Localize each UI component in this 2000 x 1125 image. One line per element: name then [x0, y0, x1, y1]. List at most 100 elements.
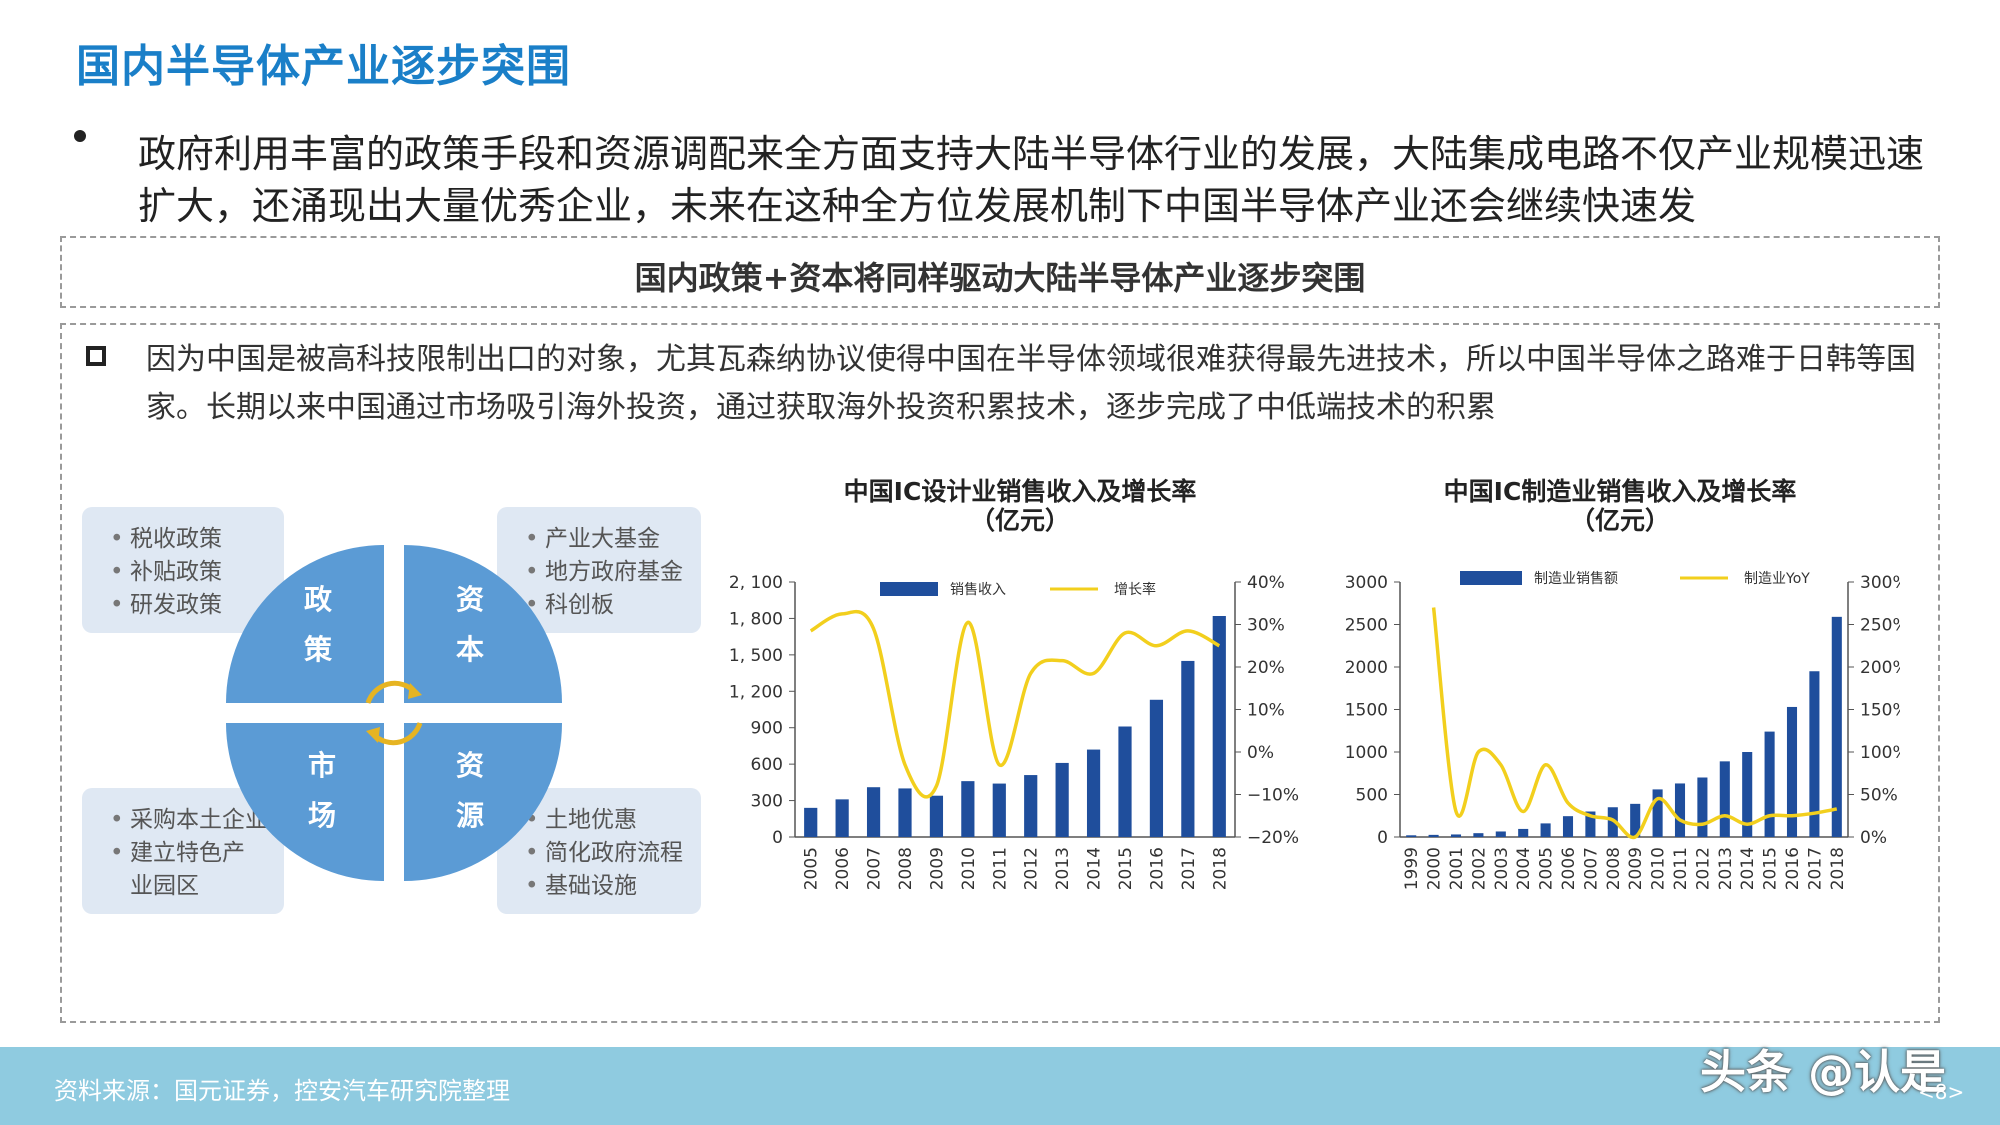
- body-paragraph: 因为中国是被高科技限制出口的对象，尤其瓦森纳协议使得中国在半导体领域很难获得最先…: [146, 342, 1916, 425]
- y-tick-label-left: 2000: [1345, 658, 1388, 678]
- bar-2005: [804, 807, 818, 837]
- x-tick-label: 2015: [1761, 847, 1781, 890]
- bar-2005: [1540, 823, 1551, 837]
- y-tick-label-right: 50%: [1860, 786, 1898, 806]
- x-tick-label: 2004: [1514, 847, 1534, 890]
- bar-2015: [1118, 726, 1132, 837]
- y-tick-label-left: 1, 800: [729, 609, 783, 629]
- y-tick-label-right: 150%: [1860, 701, 1900, 721]
- x-tick-label: 2018: [1828, 847, 1848, 890]
- bar-2004: [1518, 828, 1529, 837]
- bar-2000: [1428, 834, 1439, 837]
- bar-2017: [1809, 671, 1820, 837]
- chart1-ic-design: 0 300 600 900 1, 200 1, 500 1, 800 2, 100 −20% −1…: [729, 573, 1299, 890]
- x-tick-label: 2011: [1671, 847, 1691, 890]
- chart2-title: 中国IC制造业销售收入及增长率 （亿元）: [1443, 477, 1797, 535]
- bar-2016: [1786, 706, 1798, 837]
- x-tick-label: 2007: [865, 847, 885, 890]
- x-tick-label: 2003: [1492, 847, 1512, 890]
- slide-title: 国内半导体产业逐步突围: [76, 41, 571, 92]
- x-tick-label: 1999: [1402, 847, 1422, 890]
- bar-2009: [1630, 803, 1641, 837]
- legend-line-label: 制造业YoY: [1744, 571, 1810, 587]
- x-tick-label: 2006: [1559, 847, 1579, 890]
- legend-line-label: 增长率: [1114, 581, 1156, 598]
- content-box: [60, 323, 1940, 1023]
- footer-bar: 资料来源：国元证券，控安汽车研究院整理: [0, 1047, 2000, 1125]
- legend-bar-label: 销售收入: [950, 582, 1006, 598]
- x-tick-label: 2016: [1147, 847, 1167, 890]
- y-tick-label-right: 0%: [1860, 828, 1887, 848]
- bar-2017: [1181, 660, 1195, 837]
- x-tick-label: 2002: [1469, 847, 1489, 890]
- bar-2008: [898, 788, 912, 837]
- bar-2011: [992, 783, 1006, 837]
- legend-bar-swatch: [880, 582, 938, 596]
- bar-2012: [1697, 777, 1708, 837]
- chart1-title: 中国IC设计业销售收入及增长率 （亿元）: [843, 477, 1197, 535]
- bar-2007: [866, 787, 881, 837]
- bar-2006: [1562, 816, 1574, 837]
- y-tick-label-left: 2, 100: [729, 573, 783, 593]
- y-tick-label-left: 1, 500: [729, 646, 783, 666]
- bar-2013: [1055, 762, 1069, 837]
- bar-2001: [1450, 834, 1462, 837]
- y-tick-label-right: −20%: [1247, 828, 1299, 848]
- x-tick-label: 2013: [1053, 847, 1073, 890]
- x-tick-label: 2006: [833, 847, 853, 890]
- y-tick-label-right: 10%: [1247, 701, 1285, 721]
- y-tick-label-left: 3000: [1345, 573, 1388, 593]
- growth-line: [1431, 607, 1838, 840]
- x-tick-label: 2012: [1022, 847, 1042, 890]
- bar-2015: [1764, 731, 1775, 837]
- capital-item: 产业大基金: [525, 523, 701, 556]
- x-tick-label: 2009: [927, 847, 947, 890]
- x-tick-label: 2005: [802, 847, 822, 890]
- bar-2002: [1473, 833, 1484, 837]
- x-tick-label: 2014: [1738, 847, 1758, 890]
- bar-2009: [929, 795, 944, 837]
- y-tick-label-left: 900: [751, 719, 783, 739]
- page-number: <8>: [1918, 1080, 1965, 1104]
- x-tick-label: 2010: [959, 847, 979, 890]
- resources-item: 基础设施: [525, 870, 701, 903]
- bar-2006: [835, 799, 849, 837]
- bar-1999: [1406, 835, 1417, 837]
- market-item: 采购本土企业: [110, 804, 284, 837]
- x-tick-label: 2009: [1626, 847, 1646, 890]
- bar-2018: [1212, 616, 1226, 837]
- bar-2014: [1742, 752, 1753, 837]
- bar-2003: [1495, 831, 1506, 837]
- y-tick-label-left: 0: [772, 828, 783, 848]
- capital-item: 地方政府基金: [525, 556, 701, 589]
- x-tick-label: 2007: [1581, 847, 1601, 890]
- quadrant-label: 资源: [455, 749, 484, 832]
- y-tick-label-right: −10%: [1247, 786, 1299, 806]
- bar-2014: [1086, 749, 1101, 837]
- y-tick-label-left: 1, 200: [729, 682, 783, 702]
- policy-item: 研发政策: [110, 589, 284, 622]
- heading-box: 国内政策+资本将同样驱动大陆半导体产业逐步突围: [60, 236, 1940, 308]
- x-tick-label: 2011: [990, 847, 1010, 890]
- policy-item: 补贴政策: [110, 556, 284, 589]
- y-tick-label-left: 500: [1356, 786, 1388, 806]
- y-tick-label-right: 100%: [1860, 743, 1900, 763]
- x-tick-label: 2008: [896, 847, 916, 890]
- watermark: 头条 @认是: [1700, 1045, 1947, 1099]
- x-tick-label: 2012: [1693, 847, 1713, 890]
- quadrant-label: 资本: [455, 583, 484, 666]
- y-tick-label-right: 40%: [1247, 573, 1285, 593]
- x-tick-label: 2013: [1716, 847, 1736, 890]
- y-tick-label-right: 300%: [1860, 573, 1900, 593]
- y-tick-label-left: 1000: [1345, 743, 1388, 763]
- market-box: 采购本土企业 建立特色产业园区: [82, 788, 284, 914]
- capital-box: 产业大基金 地方政府基金 科创板: [497, 507, 701, 633]
- y-tick-label-right: 0%: [1247, 743, 1274, 763]
- quadrant-label: 市场: [307, 749, 336, 832]
- y-tick-label-left: 600: [751, 755, 783, 775]
- x-tick-label: 2017: [1805, 847, 1825, 890]
- y-tick-label-left: 0: [1377, 828, 1388, 848]
- x-tick-label: 2018: [1210, 847, 1230, 890]
- bar-2018: [1831, 616, 1842, 837]
